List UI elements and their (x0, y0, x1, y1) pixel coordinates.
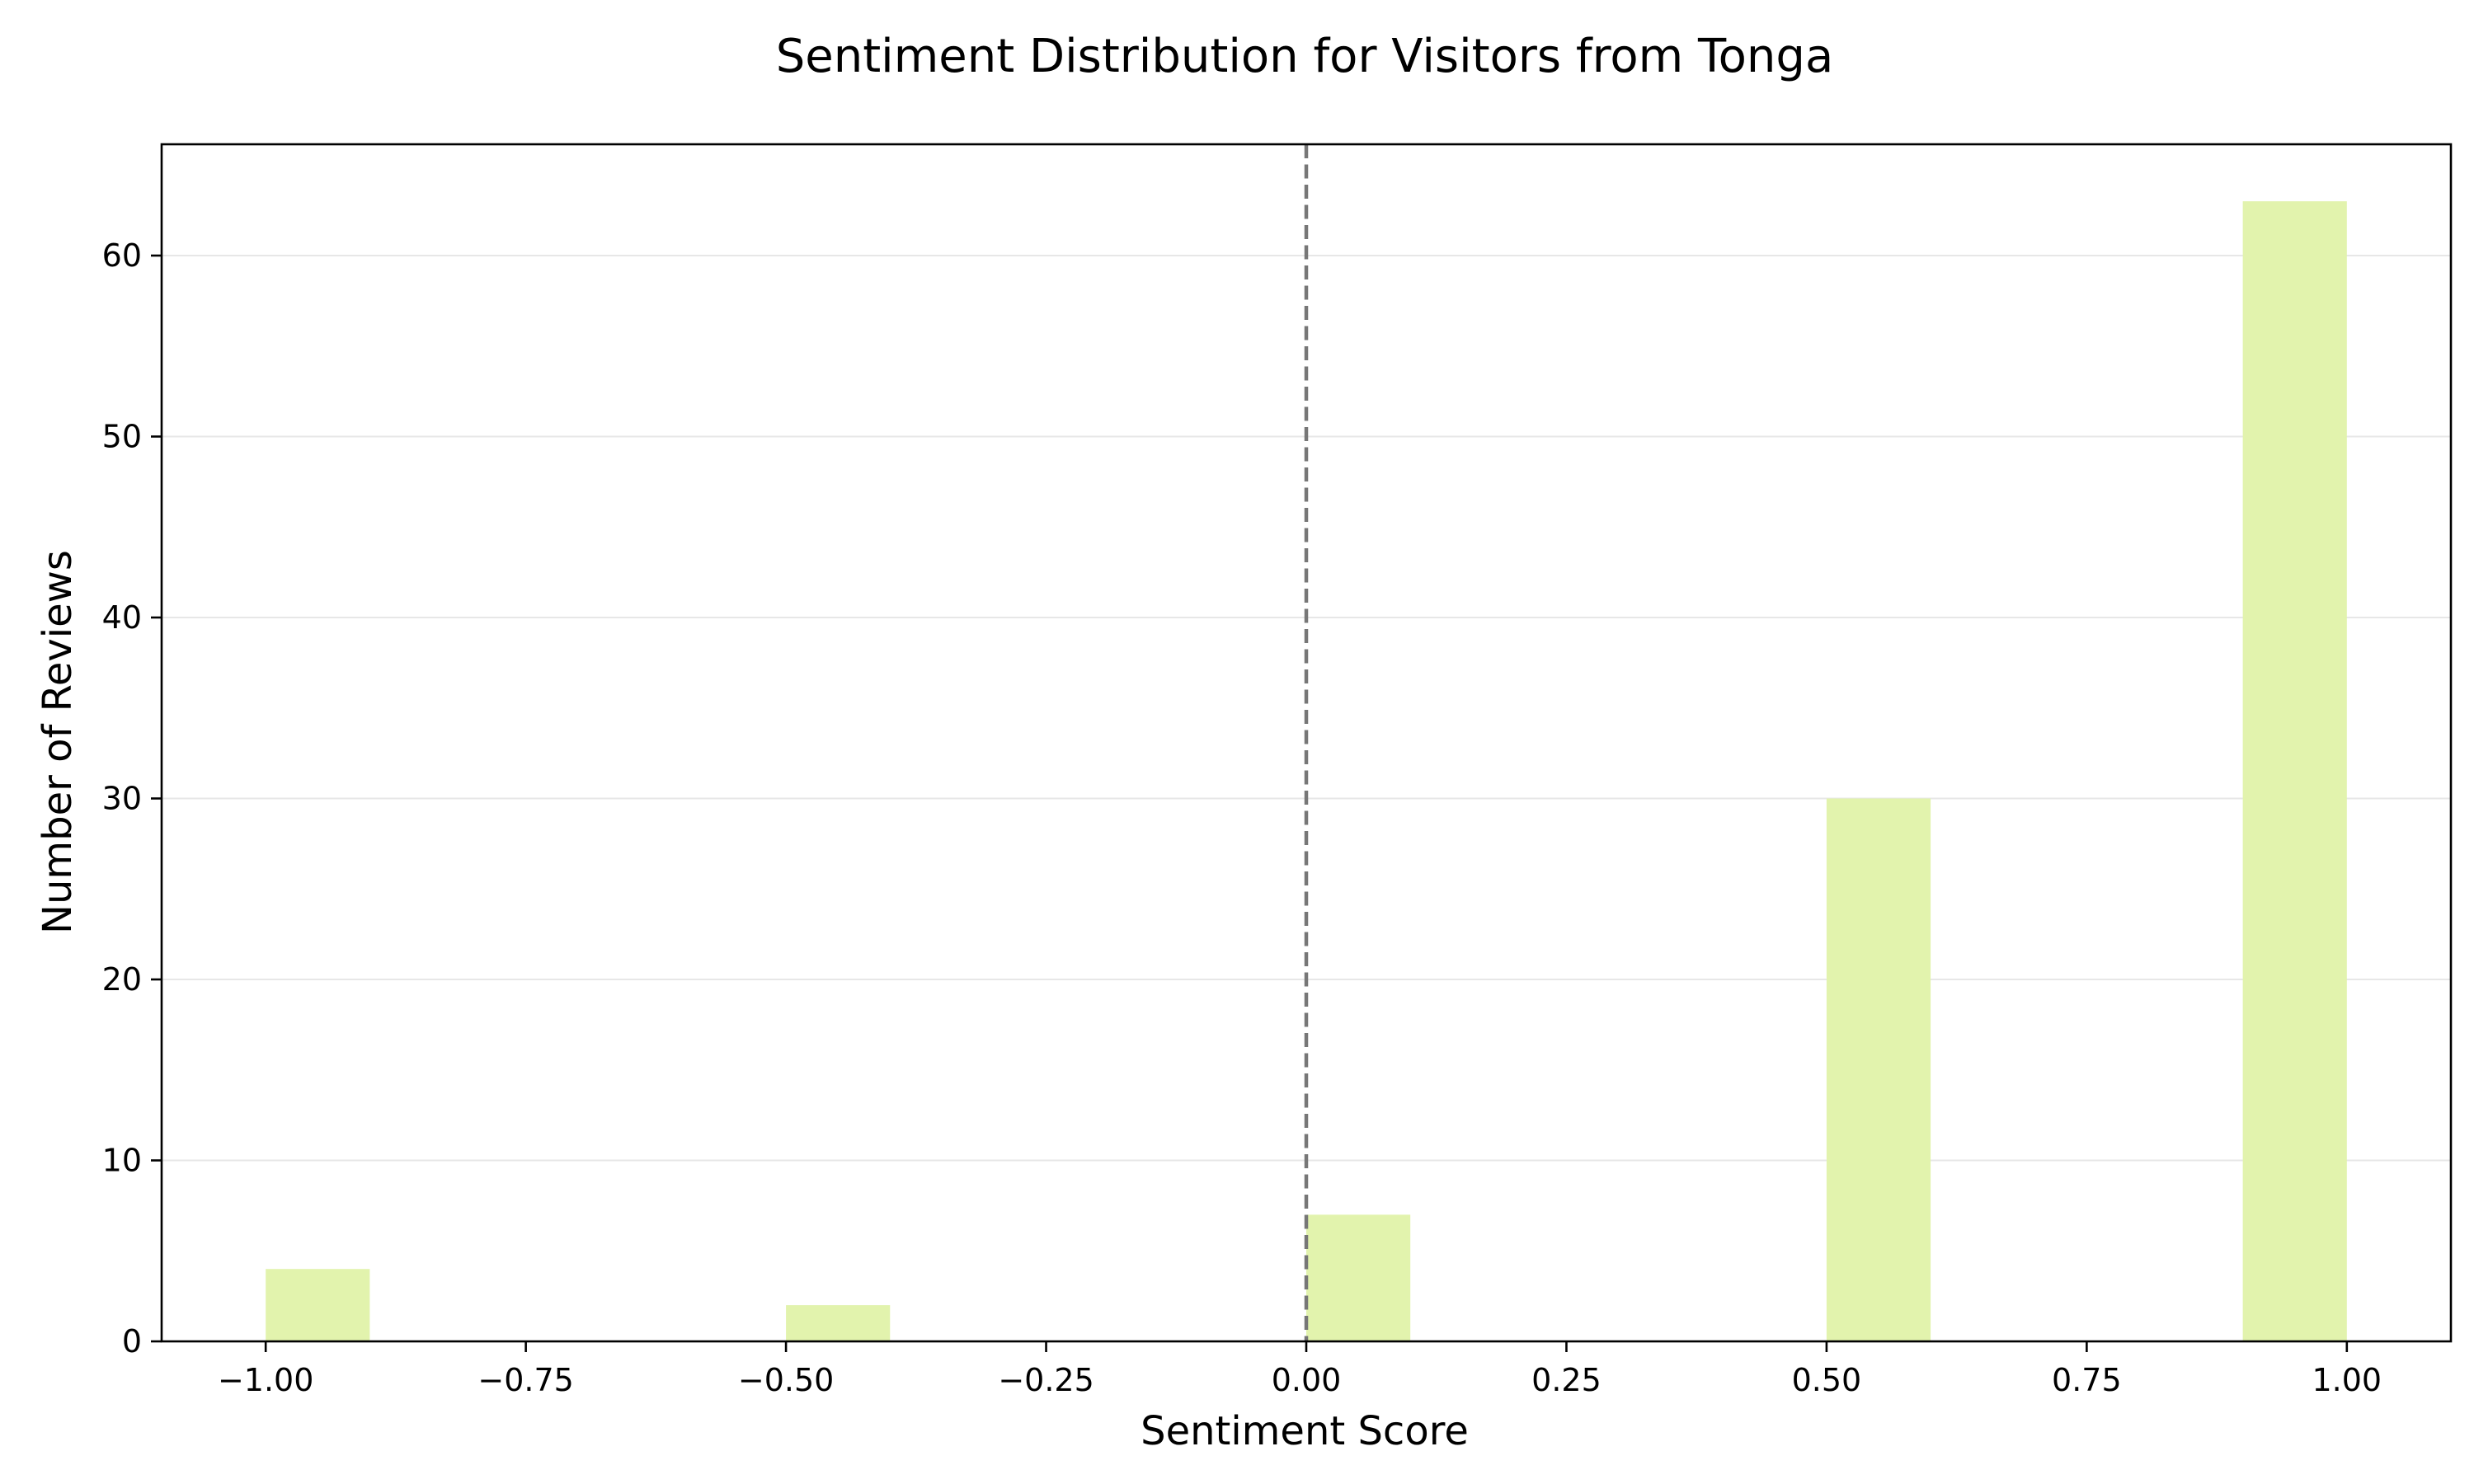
histogram-bar (1826, 798, 1931, 1341)
histogram-bar (1306, 1214, 1411, 1341)
y-axis-ticks: 0 10 20 30 40 50 60 (102, 237, 162, 1360)
x-tick-label: −0.50 (738, 1362, 834, 1398)
x-axis-label: Sentiment Score (1141, 1408, 1469, 1454)
x-tick-label: 0.50 (1792, 1362, 1862, 1398)
chart-title: Sentiment Distribution for Visitors from… (776, 30, 1834, 83)
y-tick-label: 60 (102, 237, 142, 274)
y-tick-label: 50 (102, 418, 142, 454)
x-tick-label: −1.00 (218, 1362, 313, 1398)
histogram-bar (266, 1269, 370, 1341)
y-tick-label: 40 (102, 599, 142, 636)
x-tick-label: −0.75 (477, 1362, 573, 1398)
x-tick-label: 0.25 (1531, 1362, 1602, 1398)
y-axis-label: Number of Reviews (35, 550, 81, 934)
y-tick-label: 30 (102, 780, 142, 816)
x-tick-label: 1.00 (2312, 1362, 2382, 1398)
y-tick-label: 0 (122, 1323, 142, 1360)
x-tick-label: 0.75 (2052, 1362, 2122, 1398)
x-tick-label: 0.00 (1272, 1362, 1342, 1398)
histogram-bars (266, 201, 2347, 1342)
x-axis-ticks: −1.00 −0.75 −0.50 −0.25 0.00 0.25 0.50 0.75 1.00 (218, 1341, 2382, 1398)
y-tick-label: 20 (102, 961, 142, 998)
histogram-bar (2242, 201, 2347, 1342)
y-tick-label: 10 (102, 1142, 142, 1178)
histogram-bar (786, 1305, 891, 1341)
x-tick-label: −0.25 (998, 1362, 1094, 1398)
